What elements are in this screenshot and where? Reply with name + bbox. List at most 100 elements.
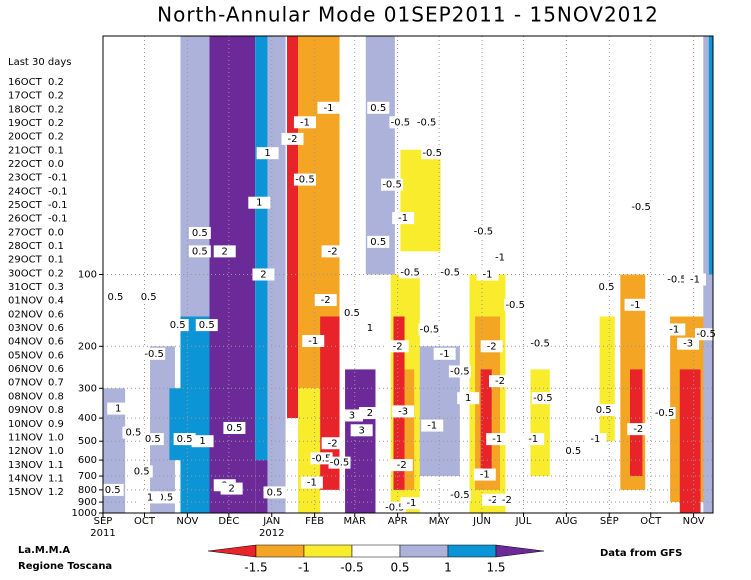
- contour-label-bg: [488, 251, 511, 264]
- colorbar-swatch: [351, 544, 401, 558]
- contour-fill: [180, 36, 210, 317]
- side-value: 0.0: [48, 227, 64, 238]
- contour-label-bg: [173, 433, 196, 446]
- contour-label-bg: [381, 178, 404, 191]
- chart-title: North-Annular Mode 01SEP2011 - 15NOV2012: [157, 3, 659, 27]
- y-tick-label: 100: [78, 270, 97, 281]
- colorbar-label: -1: [298, 561, 310, 575]
- contour-label: -2: [328, 246, 338, 257]
- contour-label: 3: [349, 410, 355, 421]
- contour-label: -2: [288, 134, 298, 145]
- side-date: 16OCT: [8, 77, 43, 88]
- contour-label: -2: [502, 495, 512, 506]
- x-tick-label: JUL: [515, 516, 532, 527]
- contour-label-bg: [476, 268, 499, 281]
- x-tick-label: MAR: [344, 516, 366, 527]
- contour-label: -0.5: [696, 329, 716, 340]
- contour-fill: [286, 36, 299, 419]
- side-value: 0.2: [48, 104, 64, 115]
- colorbar-swatch: [207, 544, 257, 558]
- side-value: -0.1: [48, 214, 68, 225]
- contour-fill: [480, 369, 492, 477]
- contour-label: -0.5: [385, 503, 405, 514]
- contour-label: 0.5: [192, 228, 208, 239]
- contour-label-bg: [389, 116, 412, 129]
- contour-label: 0.5: [565, 446, 581, 457]
- contour-label: -2: [397, 460, 407, 471]
- contour-label: -0.5: [533, 393, 553, 404]
- contour-label: 1: [367, 323, 373, 334]
- side-value: 1.1: [48, 460, 64, 471]
- colorbar-swatch: [303, 544, 353, 558]
- contour-fill: [180, 316, 210, 513]
- contour-fill: [365, 36, 395, 275]
- contour-label-bg: [488, 375, 511, 388]
- contour-label: 0.5: [370, 103, 386, 114]
- contour-label: -1: [492, 434, 502, 445]
- contour-label: -0.5: [422, 148, 442, 159]
- side-value: 0.1: [48, 145, 64, 156]
- y-tick-label: 400: [78, 413, 97, 424]
- credit-left: La.M.M.A: [18, 545, 70, 556]
- contour-label-bg: [256, 147, 279, 160]
- contour-fill: [599, 316, 615, 442]
- contour-label-bg: [141, 433, 164, 446]
- x-tick-label: SEP: [94, 516, 113, 527]
- x-tick-label: JUN: [472, 516, 491, 527]
- contour-label: 0.5: [596, 405, 612, 416]
- contour-label: 0.5: [267, 487, 283, 498]
- side-date: 01NOV: [8, 296, 43, 307]
- contour-label-bg: [495, 493, 518, 506]
- side-value: 0.2: [48, 91, 64, 102]
- contour-label: 0.5: [157, 492, 173, 503]
- contour-label-bg: [293, 116, 316, 129]
- contour-label: -1: [323, 103, 333, 114]
- contour-label: 0.5: [125, 428, 141, 439]
- y-tick-label: 800: [78, 485, 97, 496]
- colorbar-label: -0.5: [340, 561, 363, 575]
- side-value: 0.2: [48, 118, 64, 129]
- contour-label-bg: [195, 319, 218, 332]
- side-title: Last 30 days: [8, 57, 72, 68]
- credit-left: Regione Toscana: [18, 561, 112, 572]
- contour-label-bg: [448, 488, 471, 501]
- side-value: 0.1: [48, 255, 64, 266]
- contour-label: -1: [440, 349, 450, 360]
- contour-label-bg: [653, 407, 676, 420]
- contour-label-bg: [188, 227, 211, 240]
- contour-label: 1: [199, 436, 205, 447]
- contour-label-bg: [281, 132, 304, 145]
- side-value: -0.1: [48, 200, 68, 211]
- contour-label-bg: [486, 433, 509, 446]
- side-value: 0.1: [48, 241, 64, 252]
- x-tick-label: FEB: [305, 516, 324, 527]
- side-date: 17OCT: [8, 91, 43, 102]
- side-date: 14NOV: [8, 473, 43, 484]
- contour-label-bg: [139, 491, 162, 504]
- side-date: 15NOV: [8, 487, 43, 498]
- contour-label: 1: [147, 492, 153, 503]
- contour-label-bg: [321, 245, 344, 258]
- contour-label: 0.5: [199, 320, 215, 331]
- contour-fill: [630, 369, 643, 477]
- contour-label: -1: [495, 253, 505, 264]
- side-date: 29OCT: [8, 255, 43, 266]
- contour-fill: [708, 36, 713, 275]
- contour-label: -2: [495, 376, 505, 387]
- side-value: 0.6: [48, 309, 64, 320]
- side-date: 30OCT: [8, 268, 43, 279]
- contour-label: -1: [427, 421, 437, 432]
- contour-fill: [679, 369, 701, 513]
- contour-label-bg: [630, 200, 653, 213]
- contour-fill: [393, 316, 405, 490]
- contour-label-bg: [101, 483, 124, 496]
- x-tick-label: APR: [388, 516, 408, 527]
- side-value: 0.8: [48, 391, 64, 402]
- x-tick-label: AUG: [555, 516, 577, 527]
- contour-label: -1: [406, 498, 416, 509]
- contour-label: 0.5: [226, 423, 242, 434]
- contour-label: 0.5: [177, 434, 193, 445]
- colorbar-label: 1.5: [486, 561, 505, 575]
- contour-label: -1: [631, 300, 641, 311]
